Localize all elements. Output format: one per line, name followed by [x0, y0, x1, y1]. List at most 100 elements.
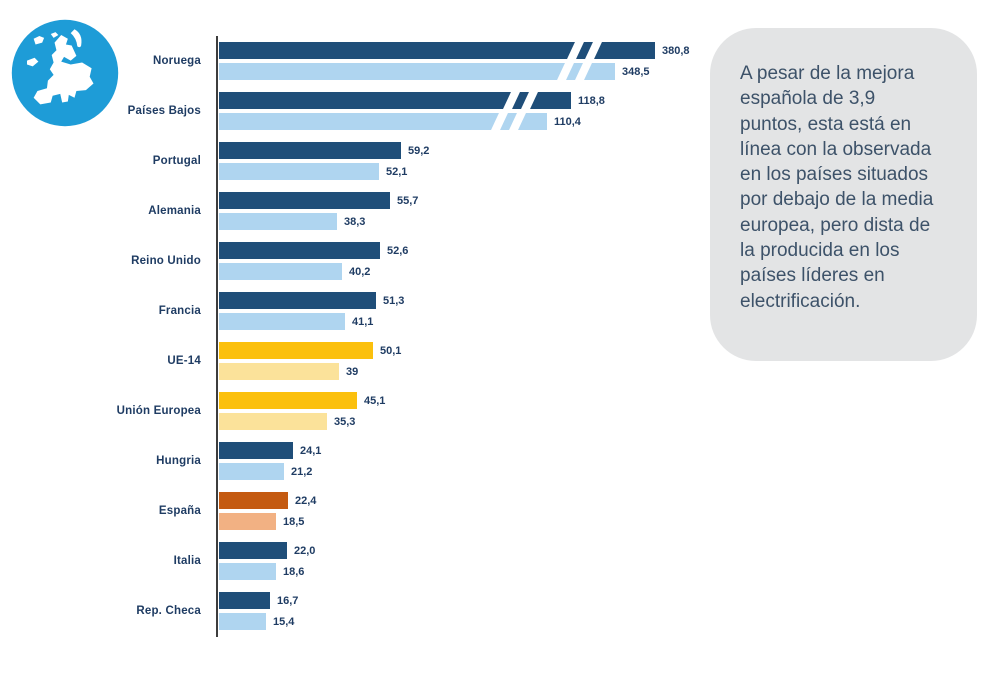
bar-line-dark: 380,8 [219, 42, 690, 59]
bar-light [219, 113, 547, 130]
bar-light [219, 513, 276, 530]
bar-pair: 59,2 52,1 [219, 142, 429, 180]
bar-pair: 55,7 38,3 [219, 192, 418, 230]
bar-line-light: 52,1 [219, 163, 429, 180]
value-label-dark: 55,7 [397, 194, 419, 207]
value-label-light: 110,4 [554, 115, 581, 128]
chart-row: España 22,4 18,5 [0, 492, 710, 530]
bar-line-light: 18,5 [219, 513, 316, 530]
bar-dark [219, 142, 401, 159]
bar-light [219, 463, 284, 480]
value-label-dark: 45,1 [364, 394, 386, 407]
callout-text: A pesar de la mejora española de 3,9 pun… [740, 63, 934, 312]
bar-line-dark: 118,8 [219, 92, 605, 109]
bar-dark [219, 292, 376, 309]
bar-dark [219, 392, 357, 409]
axis-break-mark [520, 92, 539, 109]
bar-dark [219, 592, 270, 609]
chart-rows: Noruega 380,8 348,5 Países Bajos 118,8 1… [0, 42, 710, 642]
value-label-light: 18,5 [283, 515, 305, 528]
bar-line-dark: 45,1 [219, 392, 385, 409]
axis-break-mark [574, 63, 593, 80]
value-label-dark: 380,8 [662, 44, 690, 57]
bar-line-light: 41,1 [219, 313, 404, 330]
value-label-dark: 22,0 [294, 544, 316, 557]
bar-line-light: 38,3 [219, 213, 418, 230]
bar-dark [219, 92, 571, 109]
country-label: Portugal [152, 155, 201, 167]
chart-row: Noruega 380,8 348,5 [0, 42, 710, 80]
chart-row: Unión Europea 45,1 35,3 [0, 392, 710, 430]
country-label: Unión Europea [116, 405, 201, 417]
europe-globe-svg [11, 19, 119, 127]
chart-row: Alemania 55,7 38,3 [0, 192, 710, 230]
chart-row: Portugal 59,2 52,1 [0, 142, 710, 180]
bar-light [219, 313, 345, 330]
bar-pair: 51,3 41,1 [219, 292, 404, 330]
bar-light [219, 213, 337, 230]
bar-pair: 22,4 18,5 [219, 492, 316, 530]
bar-line-light: 21,2 [219, 463, 321, 480]
country-label: Noruega [152, 55, 201, 67]
value-label-light: 39 [346, 365, 359, 378]
value-label-dark: 118,8 [578, 94, 605, 107]
chart-row: Reino Unido 52,6 40,2 [0, 242, 710, 280]
value-label-dark: 51,3 [383, 294, 405, 307]
bar-light [219, 363, 339, 380]
country-label: España [158, 505, 201, 517]
callout-box: A pesar de la mejora española de 3,9 pun… [710, 28, 977, 361]
bar-pair: 380,8 348,5 [219, 42, 690, 80]
bar-light [219, 63, 615, 80]
country-label: Alemania [148, 205, 201, 217]
value-label-light: 38,3 [344, 215, 366, 228]
value-label-light: 15,4 [273, 615, 295, 628]
chart-row: Italia 22,0 18,6 [0, 542, 710, 580]
bar-line-light: 348,5 [219, 63, 690, 80]
svalbard-arc-shape [70, 29, 82, 48]
bar-line-dark: 16,7 [219, 592, 298, 609]
bar-line-light: 35,3 [219, 413, 385, 430]
country-label: Francia [158, 305, 201, 317]
bar-line-light: 39 [219, 363, 401, 380]
bar-pair: 16,7 15,4 [219, 592, 298, 630]
bar-line-dark: 51,3 [219, 292, 404, 309]
value-label-light: 41,1 [352, 315, 374, 328]
axis-break-mark [490, 113, 509, 130]
chart-axis-line [216, 36, 218, 637]
bar-line-dark: 24,1 [219, 442, 321, 459]
europe-globe-icon [8, 16, 122, 130]
bar-dark [219, 242, 380, 259]
bar-dark [219, 342, 373, 359]
axis-break-mark [502, 92, 521, 109]
bar-light [219, 413, 327, 430]
bar-pair: 50,1 39 [219, 342, 401, 380]
north-island-shape [50, 32, 59, 38]
bar-light [219, 563, 276, 580]
chart-row: Hungria 24,1 21,2 [0, 442, 710, 480]
chart-row: Francia 51,3 41,1 [0, 292, 710, 330]
bar-pair: 22,0 18,6 [219, 542, 315, 580]
bar-line-light: 18,6 [219, 563, 315, 580]
axis-break-mark [556, 63, 575, 80]
value-label-light: 348,5 [622, 65, 650, 78]
bar-light [219, 163, 379, 180]
bar-dark [219, 492, 288, 509]
bar-line-light: 15,4 [219, 613, 298, 630]
value-label-light: 21,2 [291, 465, 313, 478]
value-label-dark: 22,4 [295, 494, 317, 507]
value-label-light: 52,1 [386, 165, 408, 178]
bar-line-dark: 55,7 [219, 192, 418, 209]
bar-dark [219, 192, 390, 209]
bar-dark [219, 542, 287, 559]
country-label: Países Bajos [127, 105, 201, 117]
country-label: Hungria [156, 455, 201, 467]
bar-dark [219, 42, 655, 59]
chart-row: UE-14 50,1 39 [0, 342, 710, 380]
value-label-light: 40,2 [349, 265, 371, 278]
bar-line-dark: 52,6 [219, 242, 408, 259]
country-label: Italia [173, 555, 201, 567]
europe-landmass-shape [33, 35, 94, 105]
chart-row: Países Bajos 118,8 110,4 [0, 92, 710, 130]
value-label-dark: 16,7 [277, 594, 299, 607]
bar-line-dark: 22,4 [219, 492, 316, 509]
